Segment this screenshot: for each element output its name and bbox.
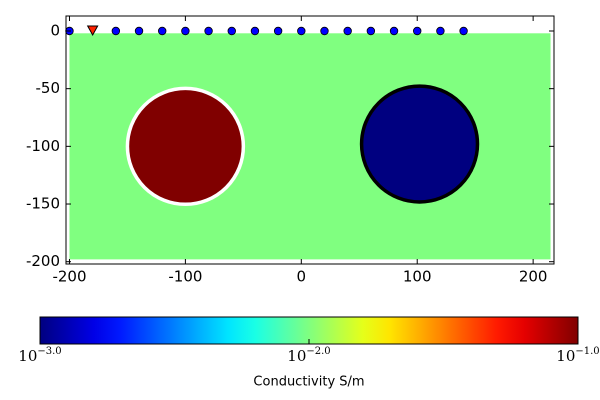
plot-frame [65, 15, 555, 265]
electrode [297, 26, 306, 36]
x-tick-label: -200 [52, 268, 86, 286]
electrode [320, 26, 329, 36]
tick-base: 10 [556, 347, 575, 365]
tick-exponent: −2.0 [306, 346, 330, 357]
electrode [227, 26, 236, 36]
y-tick-label: -200 [26, 252, 60, 270]
electrode [273, 26, 283, 36]
y-tick-label: 0 [50, 21, 60, 39]
electrode [413, 26, 422, 36]
colorbar-tick-label: 10−2.0 [287, 346, 330, 366]
tick-base: 10 [18, 347, 37, 365]
tick-exponent: −1.0 [575, 346, 599, 357]
electrode [459, 26, 468, 36]
electrode [134, 26, 144, 36]
x-tick-label: 100 [403, 268, 432, 286]
anomaly-body [359, 84, 480, 204]
source [86, 25, 99, 37]
y-tick-label: -100 [26, 137, 60, 155]
electrode [250, 26, 260, 36]
x-tick-label: 200 [519, 268, 548, 286]
colorbar-tick-label: 10−3.0 [18, 346, 61, 366]
tick-exponent: −3.0 [37, 346, 61, 357]
tick-base: 10 [287, 347, 306, 365]
y-tick-label: -150 [26, 195, 60, 213]
anomaly-body [125, 86, 246, 207]
x-tick-label: 0 [297, 268, 307, 286]
x-tick-label: -100 [168, 268, 202, 286]
electrode [158, 26, 167, 36]
electrode [389, 26, 399, 36]
electrode [204, 26, 213, 36]
electrode [111, 26, 121, 36]
electrode [436, 26, 445, 36]
electrode [343, 26, 352, 36]
y-tick-label: -50 [36, 79, 61, 97]
electrode [366, 26, 376, 36]
colorbar-label: Conductivity S/m [253, 375, 364, 390]
electrode [181, 26, 190, 36]
colorbar-tick-label: 10−1.0 [556, 346, 599, 366]
